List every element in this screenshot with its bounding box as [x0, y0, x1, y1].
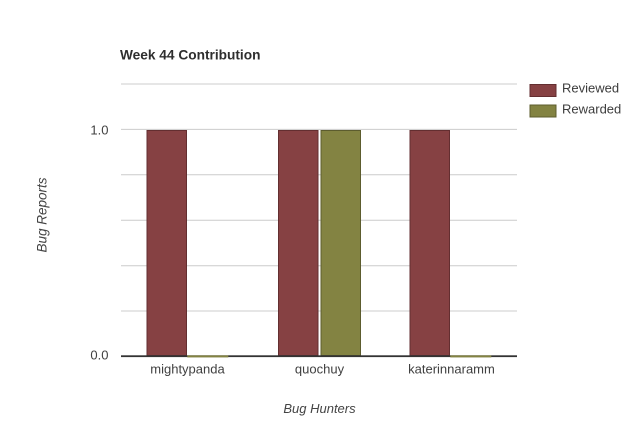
svg-text:katerinnaramm: katerinnaramm [408, 362, 495, 377]
svg-text:Bug Reports: Bug Reports [35, 177, 50, 252]
svg-text:Bug Hunters: Bug Hunters [283, 401, 356, 416]
svg-text:0.0: 0.0 [90, 348, 108, 363]
svg-text:quochuy: quochuy [295, 362, 345, 377]
svg-text:Week 44 Contribution: Week 44 Contribution [120, 48, 260, 63]
svg-text:Reviewed: Reviewed [562, 81, 619, 96]
svg-text:mightypanda: mightypanda [150, 362, 225, 377]
svg-text:1.0: 1.0 [90, 122, 108, 137]
svg-text:Rewarded: Rewarded [562, 102, 621, 117]
